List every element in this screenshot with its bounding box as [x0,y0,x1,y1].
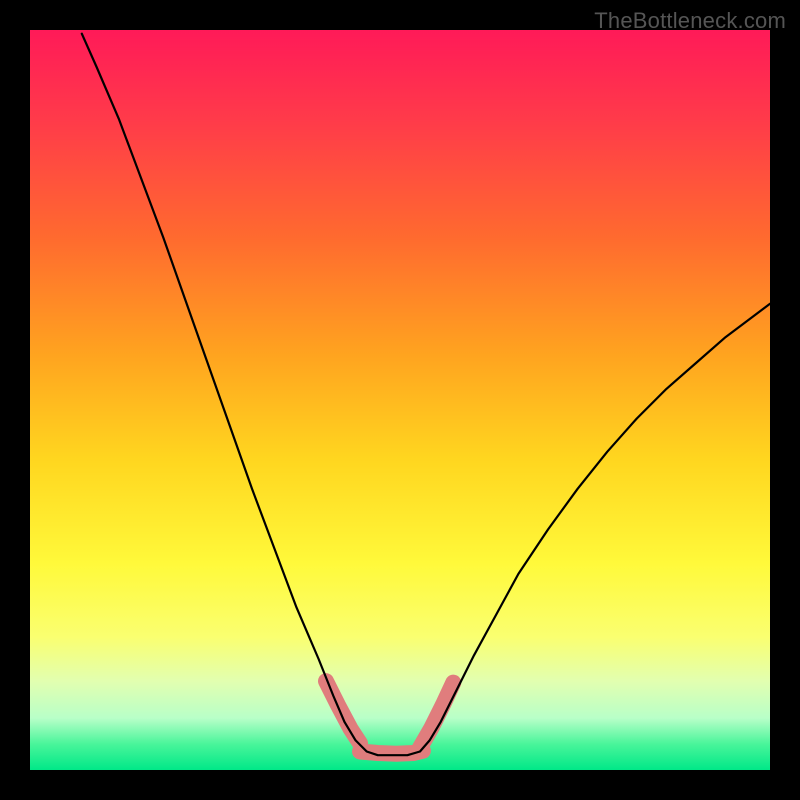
plot-background [30,30,770,770]
plot-svg [30,30,770,770]
plot-area [30,30,770,770]
chart-stage: TheBottleneck.com [0,0,800,800]
